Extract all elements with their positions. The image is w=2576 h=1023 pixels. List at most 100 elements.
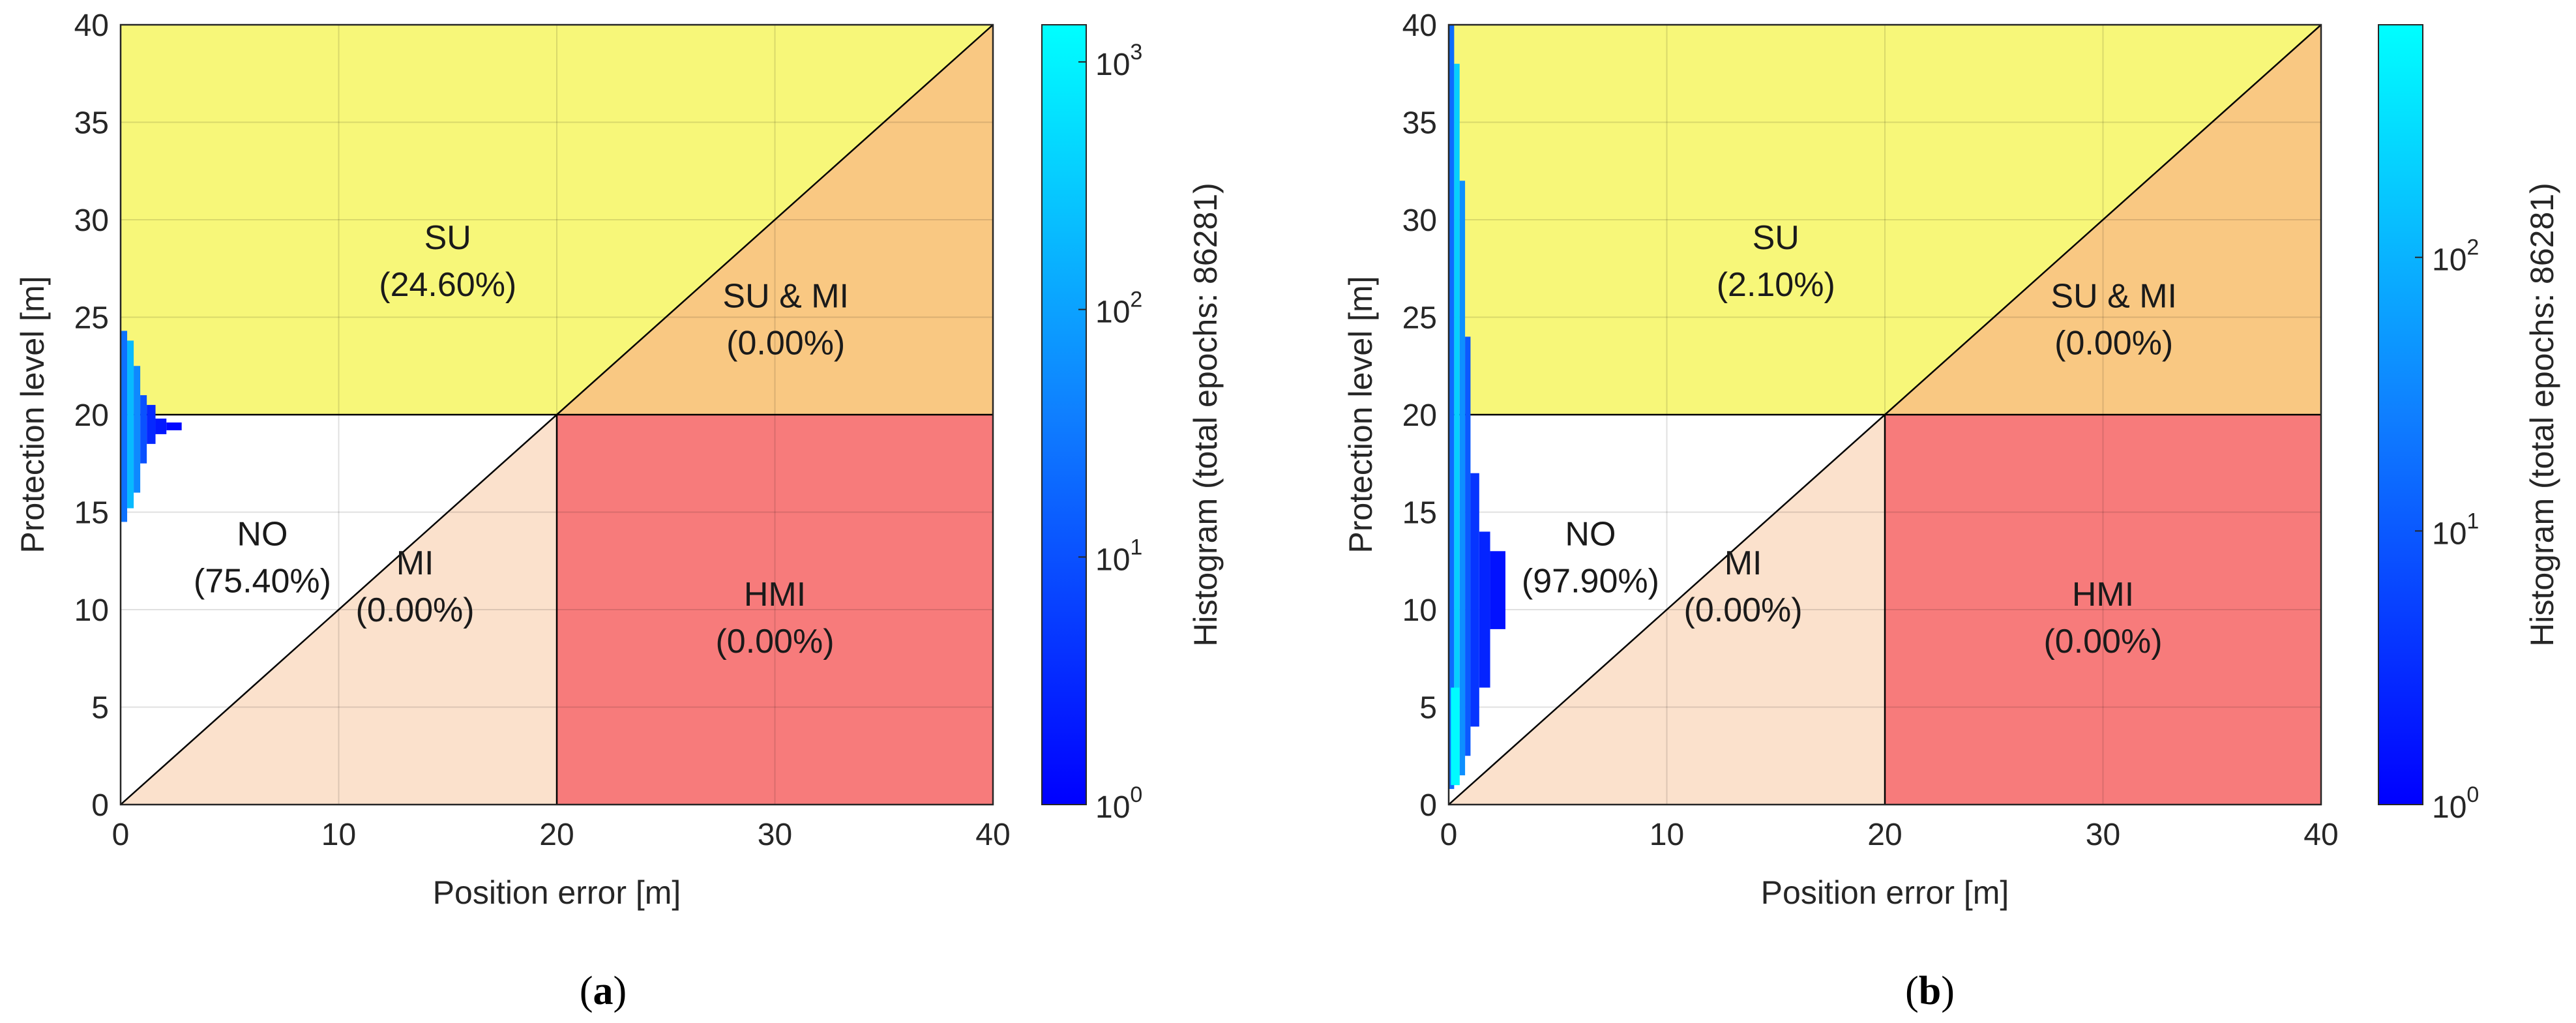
colorbar-label: Histogram (total epochs: 86281) bbox=[2524, 183, 2560, 646]
region-su-mi-percent: (0.00%) bbox=[2054, 325, 2173, 363]
colorbar-tick-exp: 3 bbox=[1130, 40, 1142, 65]
colorbar-tick-base: 10 bbox=[1095, 295, 1130, 330]
histogram-bin bbox=[1479, 531, 1490, 688]
colorbar-tick-base: 10 bbox=[1095, 790, 1130, 825]
y-tick-label: 15 bbox=[74, 496, 109, 531]
y-tick-label: 0 bbox=[91, 788, 109, 823]
region-hmi-percent: (0.00%) bbox=[715, 623, 834, 660]
histogram-bin bbox=[1451, 687, 1460, 786]
y-tick-label: 15 bbox=[1402, 496, 1437, 531]
region-hmi bbox=[557, 415, 993, 805]
colorbar-label: Histogram (total epochs: 86281) bbox=[1187, 183, 1224, 646]
region-hmi-label: HMI bbox=[744, 576, 806, 614]
colorbar-tick-label: 101 bbox=[1095, 535, 1142, 577]
x-tick-label: 20 bbox=[539, 818, 574, 852]
y-tick-label: 10 bbox=[74, 593, 109, 628]
region-no-label: NO bbox=[237, 515, 288, 553]
y-tick-label: 40 bbox=[1402, 8, 1437, 43]
region-hmi bbox=[1885, 415, 2321, 805]
y-tick-label: 25 bbox=[74, 301, 109, 336]
region-su-label: SU bbox=[1753, 219, 1799, 257]
colorbar-tick-base: 10 bbox=[2432, 790, 2466, 825]
histogram-bin bbox=[121, 331, 128, 522]
histogram-bin bbox=[155, 418, 167, 434]
colorbar-tick-label: 102 bbox=[2432, 235, 2479, 278]
axes-box bbox=[1447, 23, 2322, 806]
colorbar-tick-exp: 0 bbox=[2466, 782, 2479, 807]
region-su-percent: (2.10%) bbox=[1717, 266, 1835, 304]
y-tick-label: 30 bbox=[1402, 203, 1437, 238]
caption-letter: a bbox=[593, 969, 614, 1013]
colorbar bbox=[1041, 24, 1087, 805]
colorbar-tick-exp: 1 bbox=[1130, 535, 1142, 559]
x-tick-label: 30 bbox=[758, 818, 792, 852]
region-su-mi-label: SU & MI bbox=[722, 278, 849, 316]
region-hmi-label: HMI bbox=[2072, 576, 2134, 614]
histogram-bin bbox=[147, 405, 156, 444]
histogram-bin bbox=[1449, 25, 1455, 790]
y-tick-label: 35 bbox=[74, 106, 109, 141]
colorbar bbox=[2378, 24, 2423, 805]
histogram-bin bbox=[166, 422, 182, 430]
x-tick-label: 0 bbox=[1440, 818, 1458, 852]
x-tick-label: 40 bbox=[975, 818, 1010, 852]
colorbar-tick-base: 10 bbox=[1095, 48, 1130, 82]
y-tick-label: 25 bbox=[1402, 301, 1437, 336]
caption-close-paren: ) bbox=[1941, 969, 1955, 1013]
colorbar-tick-label: 100 bbox=[1095, 782, 1142, 825]
diagonal-line bbox=[1448, 24, 2322, 805]
x-axis-label: Position error [m] bbox=[433, 874, 681, 911]
histogram-bin bbox=[127, 340, 134, 509]
colorbar-tick-exp: 2 bbox=[1130, 288, 1142, 312]
x-tick-label: 20 bbox=[1867, 818, 1902, 852]
colorbar-tick-base: 10 bbox=[1095, 542, 1130, 577]
colorbar-tick-base: 10 bbox=[2432, 243, 2466, 278]
axes-box bbox=[119, 23, 994, 806]
caption-letter: b bbox=[1919, 969, 1941, 1013]
region-mi-label: MI bbox=[396, 544, 434, 582]
histogram-bin bbox=[1454, 63, 1460, 786]
panel-caption: (a) bbox=[580, 969, 627, 1013]
diagonal-line bbox=[120, 24, 994, 805]
region-mi-label: MI bbox=[1725, 544, 1762, 582]
x-tick-label: 10 bbox=[321, 818, 356, 852]
region-hmi-percent: (0.00%) bbox=[2043, 623, 2162, 660]
x-axis-label: Position error [m] bbox=[1761, 874, 2009, 911]
histogram-bin bbox=[1465, 336, 1471, 756]
y-axis-label: Protection level [m] bbox=[1342, 276, 1379, 553]
y-tick-label: 20 bbox=[1402, 398, 1437, 433]
region-mi-percent: (0.00%) bbox=[1684, 591, 1803, 629]
region-su-percent: (24.60%) bbox=[379, 266, 516, 304]
histogram-bin bbox=[1459, 181, 1466, 776]
colorbar-tick-label: 103 bbox=[1095, 40, 1142, 82]
y-tick-label: 40 bbox=[74, 8, 109, 43]
colorbar-tick-exp: 1 bbox=[2466, 509, 2479, 533]
colorbar-tick-exp: 2 bbox=[2466, 235, 2479, 260]
region-no-label: NO bbox=[1565, 515, 1616, 553]
y-tick-label: 35 bbox=[1402, 106, 1437, 141]
region-su-label: SU bbox=[424, 219, 471, 257]
y-tick-label: 10 bbox=[1402, 593, 1437, 628]
colorbar-tick-label: 102 bbox=[1095, 288, 1142, 330]
colorbar-tick-base: 10 bbox=[2432, 516, 2466, 551]
region-mi-percent: (0.00%) bbox=[356, 591, 475, 629]
y-tick-label: 5 bbox=[91, 691, 109, 726]
region-su-mi-percent: (0.00%) bbox=[726, 325, 845, 363]
colorbar-tick-label: 101 bbox=[2432, 509, 2479, 551]
histogram-bin bbox=[134, 366, 141, 493]
caption-open-paren: ( bbox=[580, 969, 593, 1013]
caption-close-paren: ) bbox=[614, 969, 627, 1013]
region-su bbox=[121, 25, 993, 415]
y-axis-label: Protection level [m] bbox=[14, 276, 51, 553]
colorbar-tick-exp: 0 bbox=[1130, 782, 1142, 807]
histogram-bin bbox=[1470, 473, 1479, 727]
region-no-percent: (97.90%) bbox=[1522, 562, 1659, 600]
region-no-percent: (75.40%) bbox=[194, 562, 331, 600]
x-tick-label: 0 bbox=[112, 818, 130, 852]
histogram-bin bbox=[140, 395, 147, 464]
y-tick-label: 5 bbox=[1419, 691, 1437, 726]
histogram-bin bbox=[1490, 551, 1505, 629]
